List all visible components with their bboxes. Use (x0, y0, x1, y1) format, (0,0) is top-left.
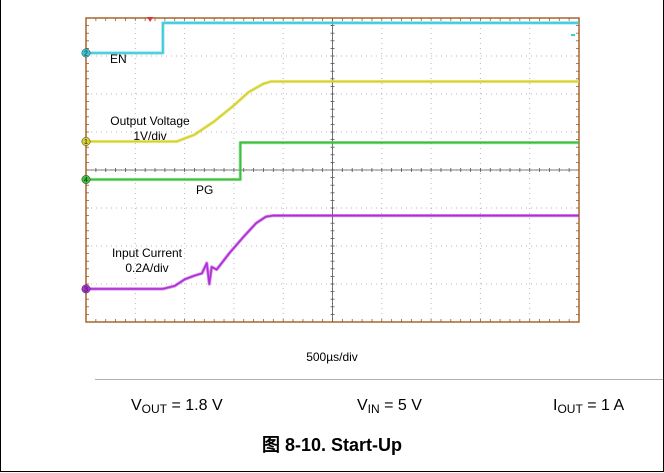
channel-marker-label: 4 (84, 177, 88, 184)
input-current-label-line1: Input Current (111, 246, 183, 260)
channel-marker-label: 2 (84, 50, 88, 57)
condition-iout: IOUT = 1 A (553, 397, 624, 416)
figure-caption: 图 8-10. Start-Up (261, 435, 403, 455)
separator-line (95, 379, 663, 380)
condition-vout-value: = 1.8 V (167, 397, 223, 414)
scope-grid (85, 17, 580, 323)
trace-input-current (86, 214, 579, 290)
channel-marker-label: 1 (84, 139, 88, 146)
pg-label: PG (196, 183, 214, 197)
condition-vout-subscript: OUT (141, 402, 168, 416)
timebase-label: 500µs/div (306, 350, 358, 364)
input-current-scale-label: 0.2A/div (125, 261, 169, 275)
condition-vout-symbol: V (131, 397, 142, 414)
channel-marker (81, 284, 91, 294)
condition-vin-symbol: V (357, 397, 368, 414)
channel-marker (81, 48, 91, 58)
channel-marker-label: 3 (84, 286, 88, 293)
condition-vin-subscript: IN (367, 402, 380, 416)
output-voltage-scale-label: 1V/div (133, 129, 167, 143)
scope-chart: 2 1 4 3 (81, 17, 580, 323)
scope-traces (86, 21, 579, 291)
condition-vout: VOUT = 1.8 V (131, 397, 223, 416)
input-current-label: Input Current 0.2A/div (104, 246, 190, 276)
condition-vin: VIN = 5 V (357, 397, 422, 416)
channel-marker (81, 137, 91, 146)
scope-border (85, 17, 580, 323)
output-voltage-label: Output Voltage 1V/div (97, 114, 203, 144)
trace-en (86, 22, 579, 54)
condition-iout-symbol: I (553, 397, 558, 414)
condition-vin-value: = 5 V (379, 397, 422, 414)
trigger-marker (147, 17, 154, 22)
condition-iout-value: = 1 A (582, 397, 625, 414)
trace-output-voltage (86, 80, 579, 143)
channel-marker (81, 175, 91, 184)
en-offset-marker (571, 34, 575, 37)
en-label: EN (110, 52, 127, 66)
channel-markers: 2 1 4 3 (81, 48, 91, 294)
output-voltage-label-line1: Output Voltage (110, 114, 190, 128)
condition-iout-subscript: OUT (557, 402, 583, 416)
trace-pg (86, 141, 579, 181)
